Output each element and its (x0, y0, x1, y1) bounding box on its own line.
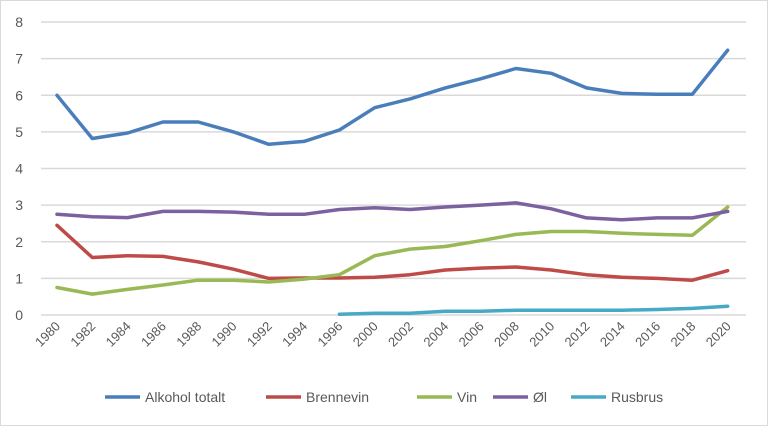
x-tick-label: 2016 (632, 319, 663, 350)
y-tick-label: 5 (15, 124, 23, 140)
x-tick-label: 1990 (209, 319, 240, 350)
legend-label: Øl (533, 389, 547, 405)
legend-label: Rusbrus (611, 389, 663, 405)
x-tick-label: 2014 (597, 319, 628, 350)
legend-item: Rusbrus (571, 389, 663, 405)
x-tick-label: 1992 (244, 319, 275, 350)
series-line-0 (55, 48, 730, 147)
x-tick-label: 1984 (103, 319, 134, 350)
legend-item: Alkohol totalt (105, 389, 225, 405)
legend-item: Vin (417, 389, 477, 405)
y-tick-label: 1 (15, 270, 23, 286)
x-tick-label: 2004 (420, 319, 451, 350)
x-tick-label: 2008 (491, 319, 522, 350)
x-tick-label: 2002 (385, 319, 416, 350)
y-tick-label: 4 (15, 161, 23, 177)
y-tick-label: 6 (15, 87, 23, 103)
y-tick-label: 3 (15, 197, 23, 213)
series-line-1 (55, 223, 730, 282)
series-line-2 (55, 205, 730, 296)
legend-item: Brennevin (266, 389, 369, 405)
x-tick-label: 1988 (173, 319, 204, 350)
x-tick-label: 1982 (67, 319, 98, 350)
y-tick-label: 2 (15, 234, 23, 250)
x-tick-label: 2006 (456, 319, 487, 350)
x-tick-label: 1986 (138, 319, 169, 350)
legend-label: Alkohol totalt (145, 389, 225, 405)
legend-label: Vin (457, 389, 477, 405)
x-tick-label: 1980 (32, 319, 63, 350)
x-tick-label: 2020 (703, 319, 734, 350)
legend-item: Øl (493, 389, 547, 405)
y-tick-label: 7 (15, 51, 23, 67)
x-tick-label: 2018 (667, 319, 698, 350)
x-tick-label: 2000 (350, 319, 381, 350)
y-tick-label: 8 (15, 14, 23, 30)
y-tick-label: 0 (15, 307, 23, 323)
x-tick-label: 2010 (526, 319, 557, 350)
x-tick-label: 2012 (562, 319, 593, 350)
series-line-4 (337, 304, 730, 317)
x-tick-label: 1994 (279, 319, 310, 350)
series-line-3 (55, 201, 730, 222)
x-tick-label: 1996 (314, 319, 345, 350)
legend-label: Brennevin (306, 389, 369, 405)
